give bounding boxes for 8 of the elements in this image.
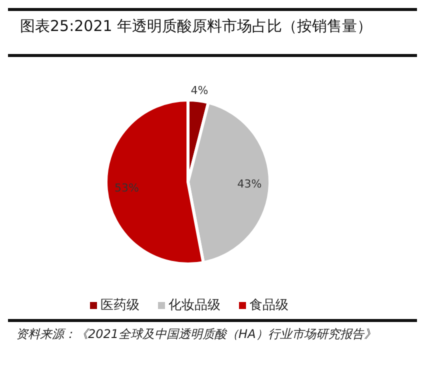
legend-label: 化妆品级 [168,298,220,313]
data-label: 43% [237,177,262,190]
text: 资料来源：《2021全球及中国透明质酸（HA）行业市场研究报告》 [16,326,377,343]
legend-label: 医药级 [100,298,140,313]
data-label: 53% [114,181,139,194]
data-label: 4% [190,84,208,98]
chart-title: 图表25:2021 年透明质酸原料市场占比（按销售量） [8,8,417,36]
legend-label: 食品级 [250,298,288,313]
